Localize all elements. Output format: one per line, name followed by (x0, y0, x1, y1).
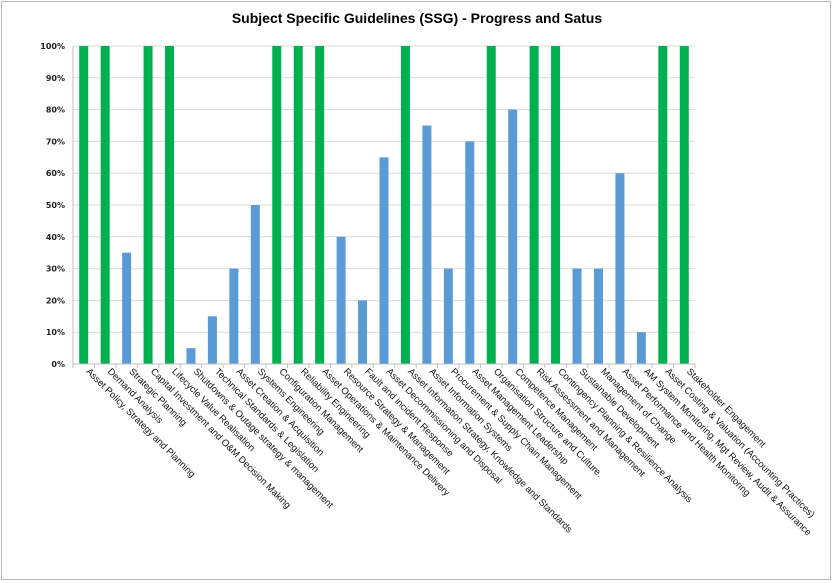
bar-15 (379, 157, 389, 364)
bar-7 (207, 316, 217, 364)
x-axis-labels: Asset Policy, Strategy and PlanningDeman… (84, 366, 817, 538)
bar-20 (486, 46, 496, 364)
y-tick-label: 30% (46, 265, 65, 274)
bar-23 (551, 46, 561, 364)
bar-3 (122, 252, 132, 364)
y-tick-label: 50% (46, 201, 65, 210)
bar-21 (508, 109, 518, 364)
bar-1 (79, 46, 89, 364)
bar-12 (315, 46, 325, 364)
bar-29 (679, 46, 689, 364)
axes (72, 46, 696, 368)
bar-28 (658, 46, 668, 364)
bar-25 (593, 268, 603, 364)
y-tick-label: 0% (51, 360, 65, 369)
chart-title: Subject Specific Guidelines (SSG) - Prog… (231, 10, 603, 26)
bar-9 (250, 205, 260, 364)
x-category-label: AM System Monitoring, Mgt Review, Audit … (641, 366, 813, 538)
bars (79, 46, 689, 364)
y-tick-label: 100% (40, 42, 65, 51)
y-tick-label: 90% (46, 74, 65, 83)
bar-18 (443, 268, 453, 364)
y-tick-label: 20% (46, 296, 65, 305)
bar-2 (100, 46, 110, 364)
bar-6 (186, 348, 196, 364)
bar-17 (422, 125, 432, 364)
bar-13 (336, 236, 346, 364)
bar-10 (272, 46, 282, 364)
bar-26 (615, 173, 625, 364)
y-tick-label: 80% (46, 106, 65, 115)
bar-14 (358, 300, 368, 364)
y-axis-ticks: 0% 10% 20% 30% 40% 50% 60% 70% 80% 90% 100% (40, 42, 65, 369)
bar-11 (293, 46, 303, 364)
y-tick-label: 60% (46, 169, 65, 178)
bar-8 (229, 268, 239, 364)
bar-5 (165, 46, 175, 364)
bar-27 (636, 332, 646, 364)
y-tick-label: 10% (46, 328, 65, 337)
bar-19 (465, 141, 475, 364)
y-tick-label: 70% (46, 137, 65, 146)
y-tick-label: 40% (46, 233, 65, 242)
bar-4 (143, 46, 153, 364)
bar-16 (400, 46, 410, 364)
bar-22 (529, 46, 539, 364)
bar-24 (572, 268, 582, 364)
